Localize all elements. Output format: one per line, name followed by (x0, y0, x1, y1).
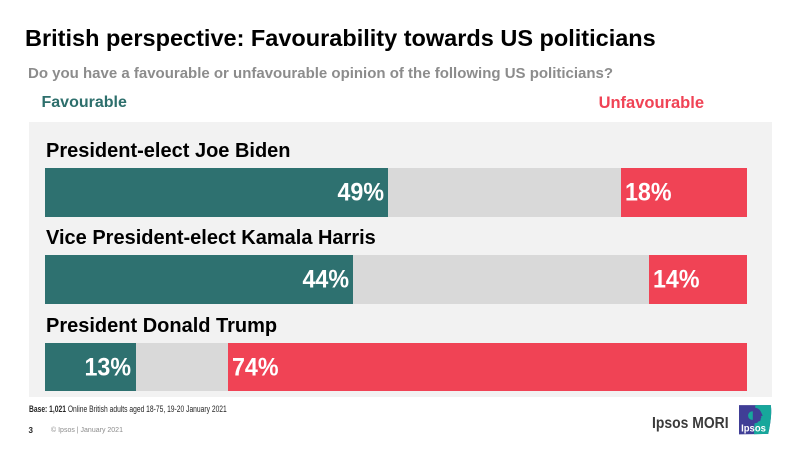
svg-text:Ipsos: Ipsos (741, 423, 766, 434)
